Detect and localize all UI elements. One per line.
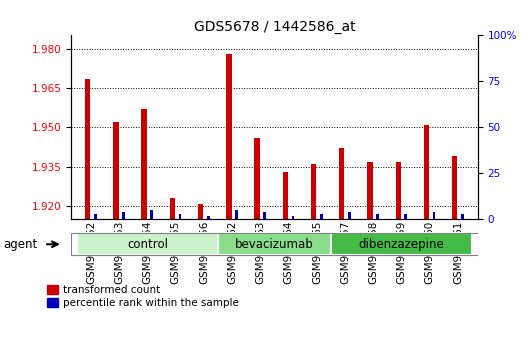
FancyBboxPatch shape [77, 233, 218, 256]
Text: agent: agent [4, 238, 38, 251]
Bar [376, 214, 379, 219]
Bar [142, 109, 147, 219]
Bar [348, 212, 351, 219]
Bar [122, 212, 125, 219]
Bar [404, 214, 407, 219]
Bar [94, 214, 97, 219]
Title: GDS5678 / 1442586_at: GDS5678 / 1442586_at [194, 21, 355, 34]
Bar [235, 210, 238, 219]
Bar [282, 172, 288, 219]
Bar [367, 162, 373, 219]
Bar [395, 162, 401, 219]
Legend: transformed count, percentile rank within the sample: transformed count, percentile rank withi… [48, 285, 239, 308]
Bar [169, 199, 175, 219]
Bar [207, 216, 210, 219]
Text: bevacizumab: bevacizumab [235, 238, 314, 251]
FancyBboxPatch shape [218, 233, 331, 256]
Text: dibenzazepine: dibenzazepine [359, 238, 445, 251]
Bar [461, 214, 464, 219]
Bar [254, 138, 260, 219]
Bar [85, 79, 90, 219]
Bar [339, 148, 344, 219]
FancyBboxPatch shape [331, 233, 472, 256]
Bar [150, 210, 153, 219]
Bar [226, 54, 232, 219]
Bar [311, 164, 316, 219]
Bar [178, 214, 182, 219]
Bar [452, 156, 457, 219]
Bar [320, 214, 323, 219]
Bar [424, 125, 429, 219]
Bar [198, 204, 203, 219]
Bar [113, 122, 119, 219]
Bar [291, 216, 294, 219]
Bar [432, 212, 436, 219]
Text: control: control [127, 238, 168, 251]
Bar [263, 212, 266, 219]
